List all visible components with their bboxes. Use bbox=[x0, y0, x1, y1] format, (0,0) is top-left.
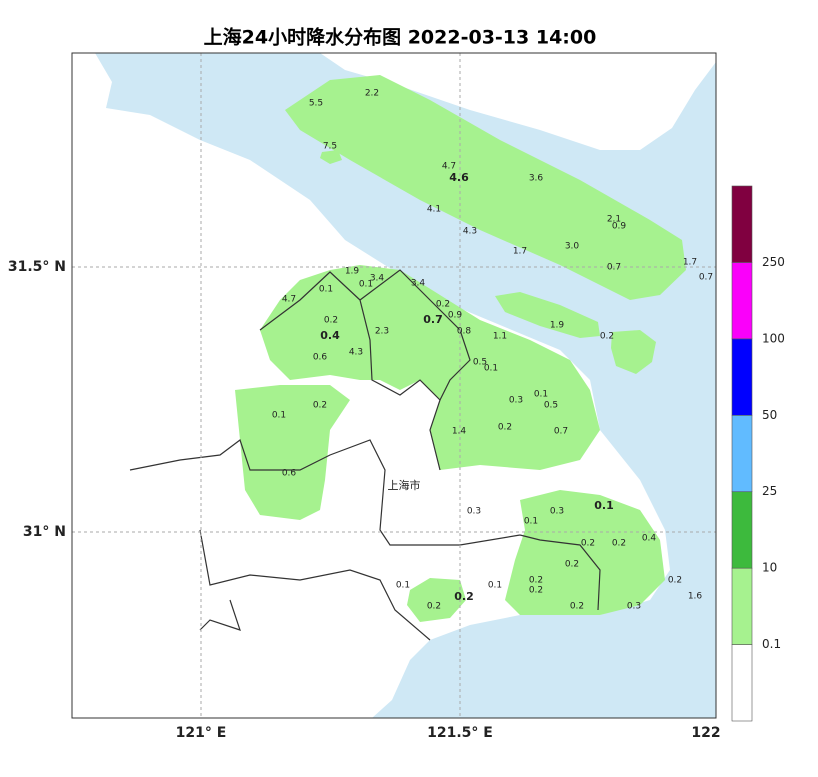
station-value: 0.2 bbox=[498, 423, 512, 433]
map-title: 上海24小时降水分布图 2022-03-13 14:00 bbox=[204, 26, 597, 49]
legend-label: 100 bbox=[762, 331, 785, 345]
station-value: 0.3 bbox=[509, 396, 523, 406]
station-value: 0.5 bbox=[544, 401, 558, 411]
station-value: 0.7 bbox=[607, 263, 621, 273]
station-value: 1.7 bbox=[683, 258, 697, 268]
legend-swatch bbox=[731, 644, 753, 722]
station-value: 0.2 bbox=[565, 560, 579, 570]
station-value: 1.9 bbox=[550, 321, 565, 331]
station-value: 0.2 bbox=[668, 576, 682, 586]
station-value: 3.4 bbox=[370, 274, 385, 284]
station-value: 4.3 bbox=[349, 348, 363, 358]
station-value: 3.4 bbox=[411, 279, 426, 289]
legend-swatch bbox=[731, 414, 753, 493]
station-value: 1.1 bbox=[493, 332, 507, 342]
station-value: 1.9 bbox=[345, 267, 360, 277]
station-value: 0.1 bbox=[396, 581, 410, 591]
station-value: 2.1 bbox=[607, 215, 621, 225]
station-value: 0.2 bbox=[581, 539, 595, 549]
station-value: 0.2 bbox=[313, 401, 327, 411]
lon-label: 122 bbox=[691, 725, 720, 741]
lon-label: 121.5° E bbox=[427, 725, 493, 741]
map-frame bbox=[71, 52, 717, 719]
city-label: 上海市 bbox=[388, 478, 421, 492]
station-value: 0.2 bbox=[436, 300, 450, 310]
station-value: 0.2 bbox=[529, 576, 543, 586]
station-value: 2.2 bbox=[365, 89, 379, 99]
legend-label: 10 bbox=[762, 561, 777, 575]
station-value: 0.3 bbox=[467, 507, 481, 517]
station-value: 0.4 bbox=[320, 329, 340, 342]
station-value: 0.2 bbox=[570, 602, 584, 612]
station-value: 5.5 bbox=[309, 99, 323, 109]
legend-label: 0.1 bbox=[762, 637, 781, 651]
station-value: 4.1 bbox=[427, 205, 441, 215]
district-boundary bbox=[129, 269, 601, 641]
station-value: 0.6 bbox=[313, 353, 328, 363]
station-value: 0.1 bbox=[272, 411, 286, 421]
station-value: 0.1 bbox=[594, 499, 614, 512]
station-value: 0.1 bbox=[534, 390, 548, 400]
legend-label: 250 bbox=[762, 255, 785, 269]
station-value: 0.4 bbox=[642, 534, 657, 544]
station-value: 4.3 bbox=[463, 227, 477, 237]
station-value: 0.2 bbox=[324, 316, 338, 326]
rain-area bbox=[235, 75, 686, 622]
station-value: 0.9 bbox=[612, 222, 627, 232]
station-value: 0.7 bbox=[699, 273, 713, 283]
station-value: 4.7 bbox=[442, 162, 456, 172]
station-value: 0.2 bbox=[600, 332, 614, 342]
station-value: 2.3 bbox=[375, 327, 389, 337]
graticule bbox=[72, 53, 716, 718]
station-value: 0.5 bbox=[473, 358, 487, 368]
station-value: 0.1 bbox=[524, 517, 538, 527]
station-value: 0.1 bbox=[359, 280, 373, 290]
station-value: 0.7 bbox=[423, 313, 443, 326]
legend-swatch bbox=[731, 185, 753, 263]
station-value: 0.9 bbox=[448, 311, 463, 321]
lat-label: 31.5° N bbox=[8, 259, 66, 275]
station-value: 3.6 bbox=[529, 174, 544, 184]
station-value: 0.2 bbox=[427, 602, 441, 612]
legend-label: 50 bbox=[762, 408, 777, 422]
lat-label: 31° N bbox=[23, 524, 66, 540]
station-value: 0.2 bbox=[529, 586, 543, 596]
station-value: 1.6 bbox=[688, 592, 703, 602]
station-value: 4.7 bbox=[282, 295, 296, 305]
land-north bbox=[320, 53, 716, 150]
legend-swatch bbox=[731, 491, 753, 569]
station-value: 0.3 bbox=[627, 602, 641, 612]
station-value: 7.5 bbox=[323, 142, 337, 152]
station-value: 4.6 bbox=[449, 171, 469, 184]
station-value: 0.8 bbox=[457, 327, 472, 337]
station-value: 0.2 bbox=[454, 590, 474, 603]
station-value: 1.7 bbox=[513, 247, 527, 257]
legend-swatch bbox=[731, 262, 753, 340]
legend-label: 25 bbox=[762, 484, 777, 498]
station-value: 1.4 bbox=[452, 427, 467, 437]
station-value: 0.6 bbox=[282, 469, 297, 479]
station-value: 3.0 bbox=[565, 242, 580, 252]
station-value: 0.1 bbox=[488, 581, 502, 591]
station-value: 0.3 bbox=[550, 507, 564, 517]
station-value: 0.7 bbox=[554, 427, 568, 437]
station-value: 0.1 bbox=[484, 364, 498, 374]
lon-label: 121° E bbox=[176, 725, 227, 741]
station-value: 0.2 bbox=[612, 539, 626, 549]
station-value: 0.1 bbox=[319, 285, 333, 295]
legend-swatch bbox=[731, 567, 753, 645]
legend-swatch bbox=[731, 338, 753, 416]
